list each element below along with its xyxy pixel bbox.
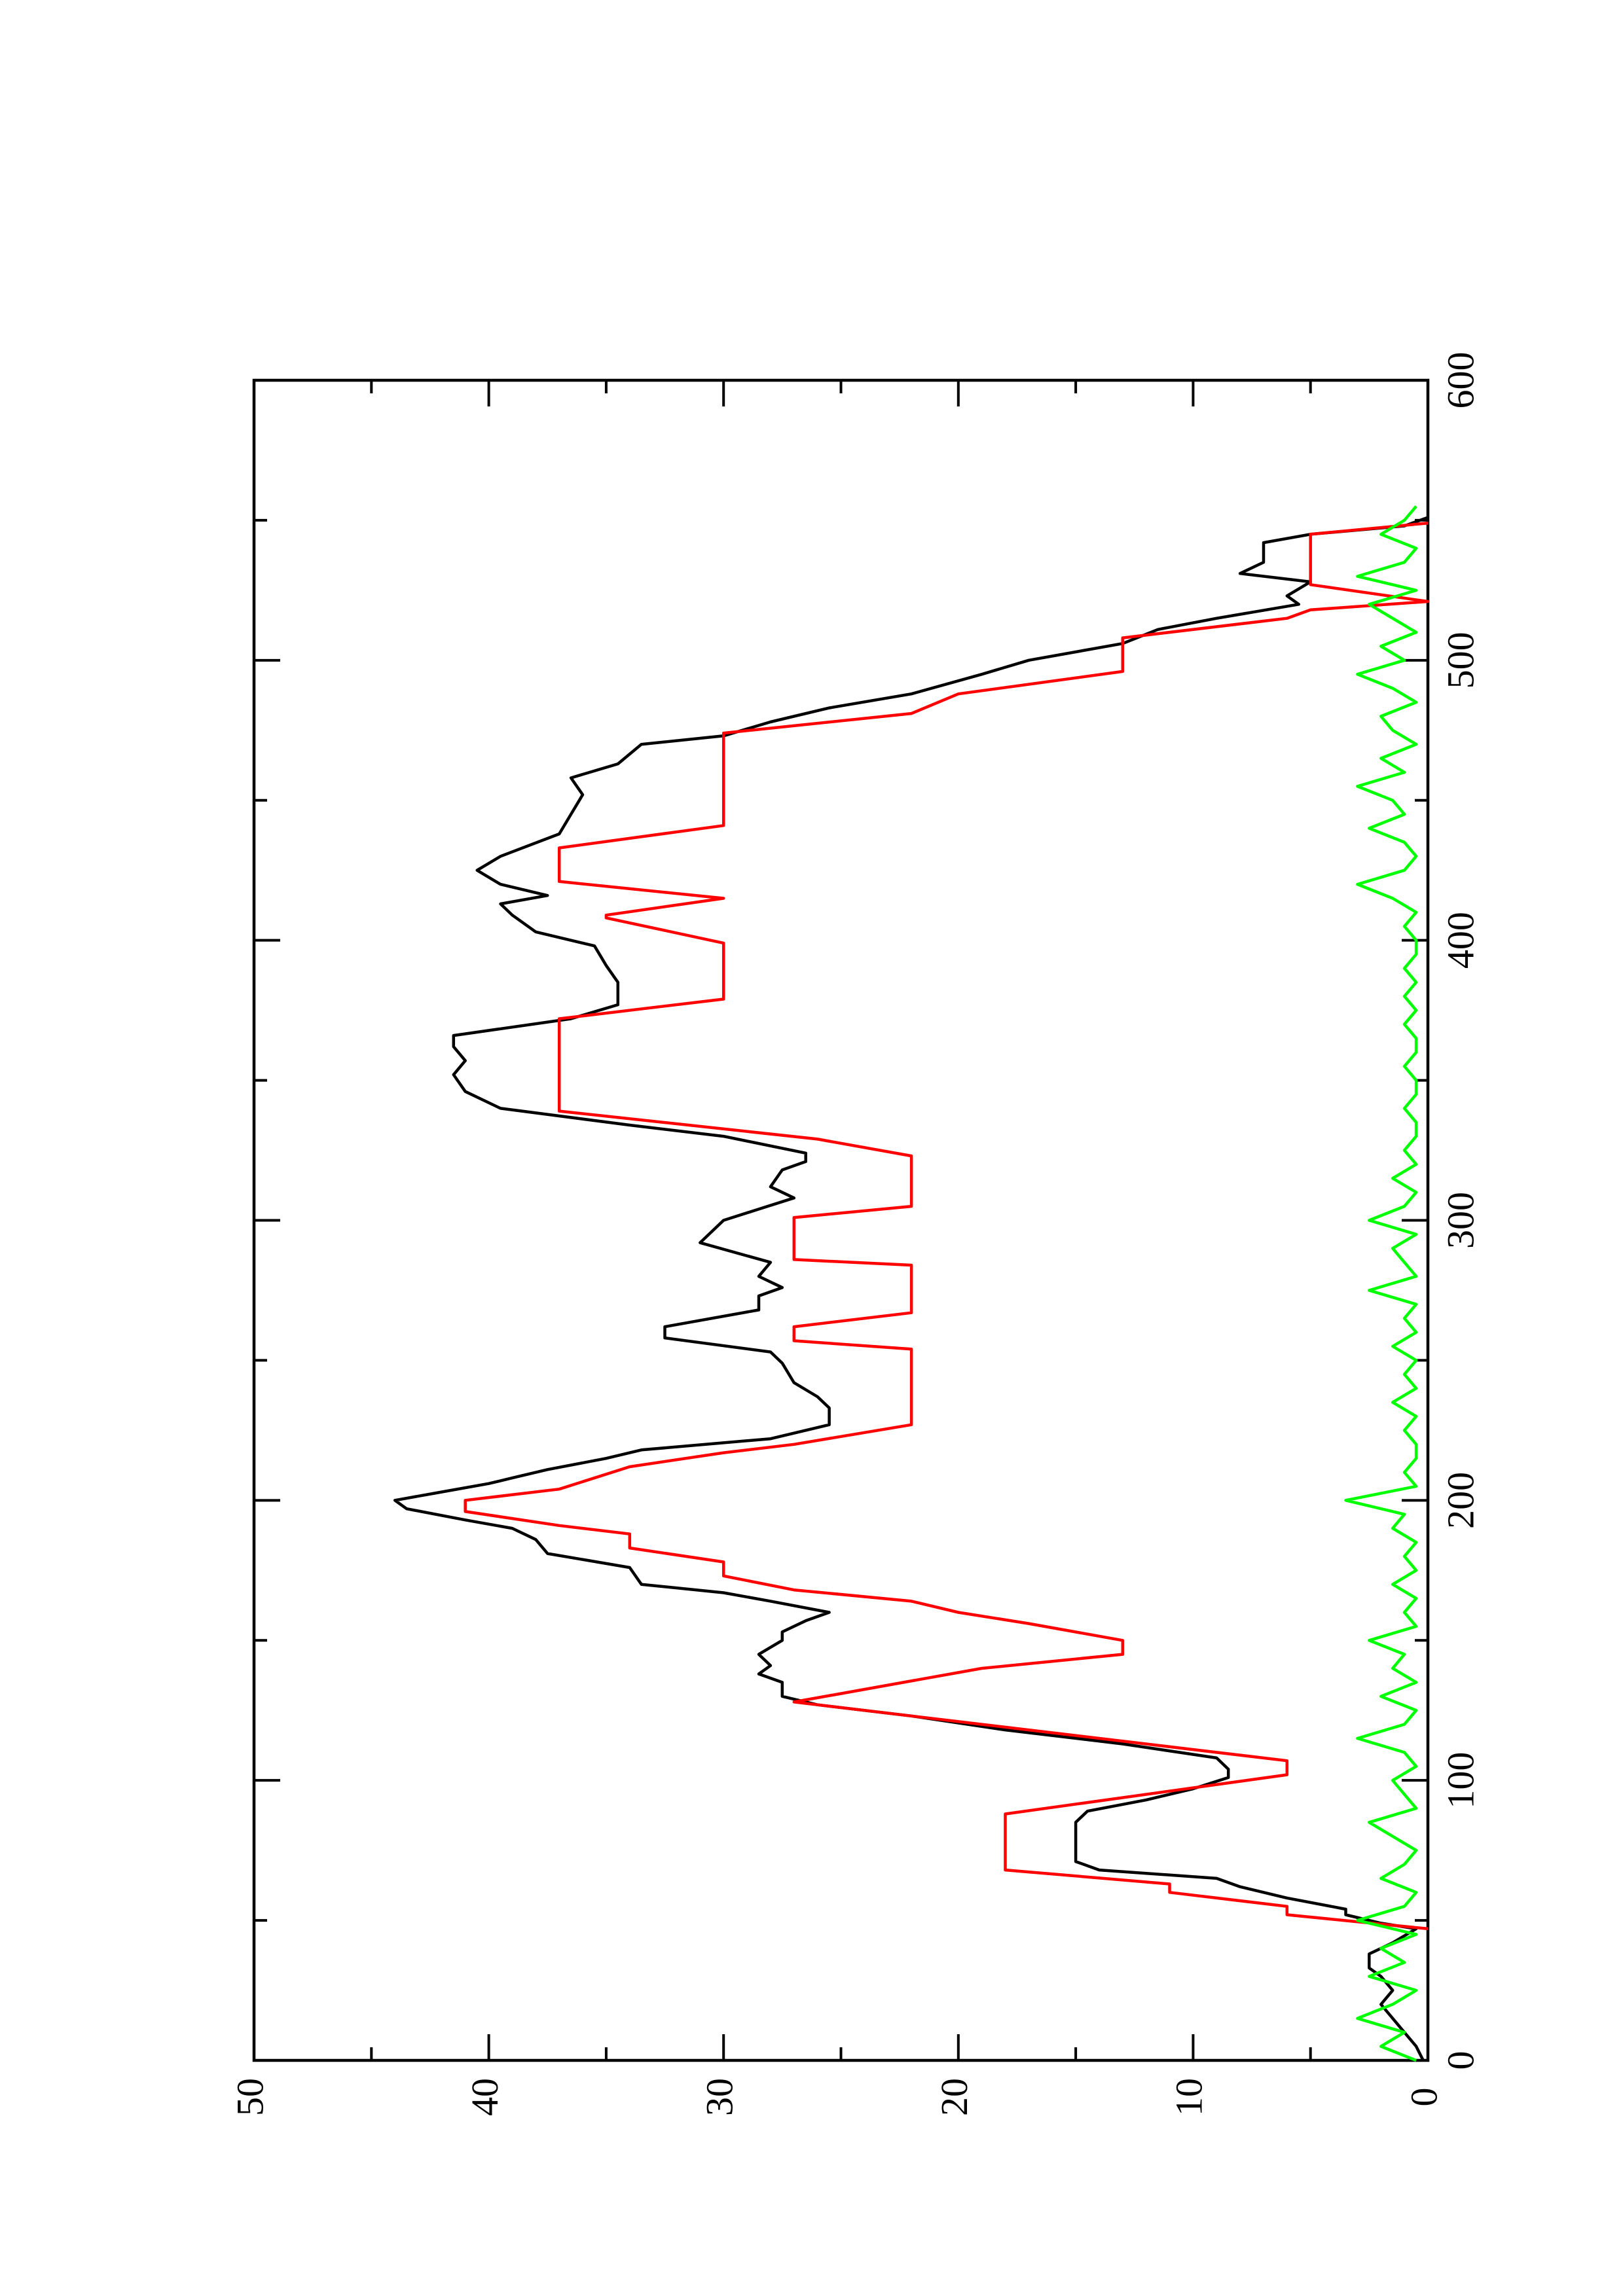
x-tick-label: 200 bbox=[1439, 1472, 1482, 1529]
x-tick-label: 0 bbox=[1439, 2051, 1482, 2070]
x-tick-label: 500 bbox=[1439, 632, 1482, 689]
x-tick-label: 600 bbox=[1439, 352, 1482, 409]
data-line bbox=[464, 521, 1430, 1931]
data-line bbox=[393, 516, 1429, 2062]
x-tick-label: 100 bbox=[1439, 1752, 1482, 1809]
data-line bbox=[1344, 505, 1418, 2062]
y-tick-label: 20 bbox=[933, 2078, 976, 2116]
x-tick-label: 300 bbox=[1439, 1192, 1482, 1249]
x-tick-label: 400 bbox=[1439, 912, 1482, 969]
y-tick-label: 0 bbox=[1402, 2088, 1445, 2107]
y-tick-label: 40 bbox=[464, 2078, 506, 2116]
y-tick-label: 10 bbox=[1168, 2078, 1211, 2116]
y-tick-label: 50 bbox=[228, 2078, 271, 2116]
y-tick-label: 30 bbox=[699, 2078, 741, 2116]
